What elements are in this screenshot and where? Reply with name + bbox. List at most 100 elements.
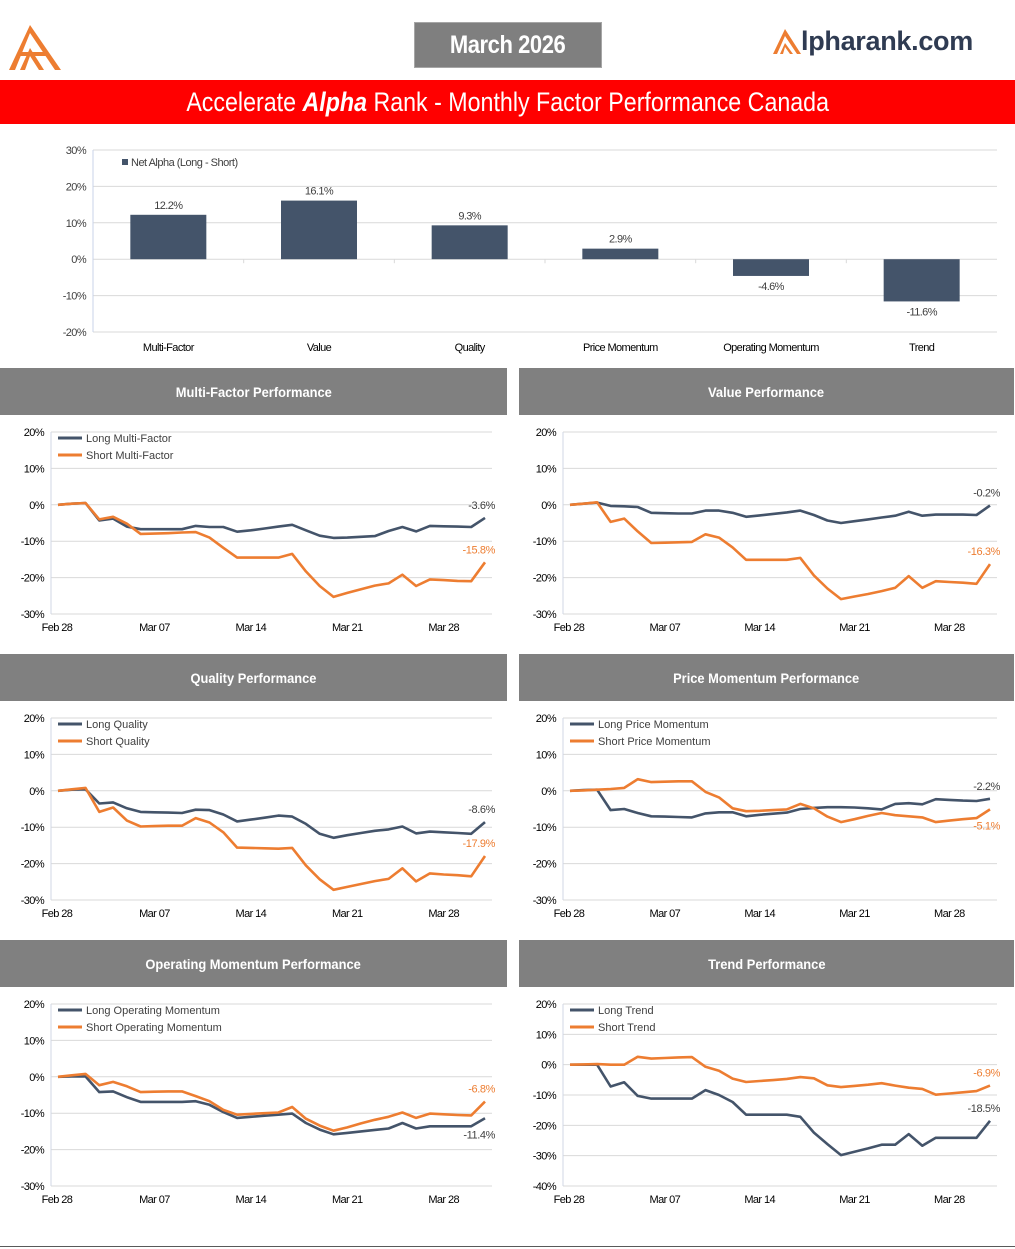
x-tick-label: Mar 28: [428, 908, 459, 920]
category-label: Price Momentum: [583, 342, 658, 354]
x-tick-label: Mar 21: [839, 908, 870, 920]
bar-data-label: 9.3%: [458, 210, 481, 222]
y-tick-label: -10%: [21, 1108, 45, 1120]
y-tick-label: -40%: [533, 1181, 557, 1193]
footer-divider: [0, 1246, 1015, 1247]
y-tick-label: -10%: [533, 1090, 557, 1102]
series-line-long: [569, 501, 991, 525]
title-part: Accelerate: [186, 86, 303, 117]
bar-trend: [883, 259, 960, 302]
y-tick-label: 20%: [24, 713, 45, 725]
y-tick-label: -30%: [21, 1181, 45, 1193]
brand-text: lpharank.com: [801, 25, 973, 56]
x-tick-label: Mar 07: [650, 622, 681, 634]
legend-label: Short Operating Momentum: [86, 1022, 222, 1034]
y-tick-label: -20%: [533, 573, 557, 585]
series-line-long: [57, 1075, 486, 1136]
panel-title: Price Momentum Performance: [673, 669, 860, 686]
y-tick-label: -30%: [533, 609, 557, 621]
category-label: Quality: [455, 342, 486, 354]
legend-label: Short Quality: [86, 736, 150, 748]
bar-data-label: 2.9%: [609, 234, 632, 246]
category-label: Operating Momentum: [723, 342, 819, 354]
y-tick-label: -10%: [63, 291, 87, 303]
y-tick-label: 10%: [24, 749, 45, 761]
series-line-long: [57, 788, 486, 840]
series-line-short: [569, 777, 991, 824]
legend-label: Short Trend: [598, 1022, 655, 1034]
y-tick-label: 0%: [29, 1072, 45, 1084]
x-tick-label: Mar 21: [332, 622, 363, 634]
x-tick-label: Mar 14: [744, 1194, 775, 1206]
x-tick-label: Mar 28: [934, 1194, 965, 1206]
x-tick-label: Mar 28: [428, 622, 459, 634]
end-value-label: -0.2%: [973, 488, 1000, 500]
y-tick-label: -30%: [21, 609, 45, 621]
y-tick-label: 20%: [24, 999, 45, 1011]
end-value-label: -5.1%: [973, 820, 1000, 832]
y-tick-label: 10%: [536, 463, 557, 475]
series-line-short: [569, 501, 992, 601]
x-tick-label: Mar 14: [744, 622, 775, 634]
panel-header: Price Momentum Performance: [519, 654, 1014, 701]
y-tick-label: 0%: [71, 254, 87, 266]
category-label: Multi-Factor: [143, 342, 195, 354]
net-alpha-bar-chart: 30% 20% 10% 0% -10% -20% 12.2% Multi-Factor 16.1…: [63, 145, 997, 354]
y-tick-label: 0%: [29, 786, 45, 798]
title-part: Rank - Monthly Factor Performance Canada: [366, 86, 829, 117]
legend-label: Long Trend: [598, 1005, 654, 1017]
y-tick-label: 10%: [536, 749, 557, 761]
x-tick-label: Mar 21: [332, 1194, 363, 1206]
x-tick-label: Mar 07: [139, 1194, 170, 1206]
x-tick-label: Mar 21: [839, 622, 870, 634]
series-line-short: [57, 786, 487, 892]
x-tick-label: Mar 14: [744, 908, 775, 920]
series-line-long: [57, 501, 486, 540]
bar-operating-momentum: [733, 259, 809, 276]
panel-title: Trend Performance: [707, 955, 826, 972]
y-tick-label: 20%: [536, 999, 557, 1011]
legend-label: Long Quality: [86, 719, 148, 731]
title-alpha: Alpha: [302, 86, 367, 117]
line-chart-multi-factor-performance: 20% 10% 0% -10% -20% -30%Feb 28 Mar 07 Mar 14 Ma…: [21, 427, 496, 634]
y-tick-label: -30%: [533, 1151, 557, 1163]
end-value-label: -16.3%: [968, 546, 1001, 558]
alpharank-logo-icon: [6, 22, 64, 72]
legend-label: Long Price Momentum: [598, 719, 709, 731]
legend-swatch: [122, 159, 128, 165]
y-tick-label: 20%: [536, 713, 557, 725]
y-tick-label: -20%: [533, 859, 557, 871]
brand-logo: lpharank.com: [772, 24, 973, 58]
line-chart-quality-performance: 20% 10% 0% -10% -20% -30%Feb 28 Mar 07 Mar 14 Ma…: [21, 713, 496, 920]
x-tick-label: Mar 14: [236, 908, 267, 920]
y-tick-label: -10%: [21, 536, 45, 548]
series-line-long: [570, 1063, 992, 1157]
y-tick-label: -20%: [21, 859, 45, 871]
x-tick-label: Mar 14: [236, 622, 267, 634]
line-chart-trend-performance: 20% 10% 0% -10% -20% -30% -40%Feb 28 Mar 07 Mar …: [533, 999, 1001, 1206]
end-value-label: -11.4%: [463, 1129, 495, 1141]
x-tick-label: Mar 07: [139, 908, 170, 920]
x-tick-label: Mar 14: [236, 1194, 267, 1206]
legend-label: Short Price Momentum: [598, 736, 710, 748]
x-tick-label: Feb 28: [42, 622, 73, 634]
bar-value: [281, 200, 357, 260]
legend-label: Long Operating Momentum: [86, 1005, 220, 1017]
y-tick-label: -10%: [533, 536, 557, 548]
y-tick-label: 0%: [29, 500, 45, 512]
panel-title: Operating Momentum Performance: [145, 955, 362, 972]
category-label: Value: [307, 342, 332, 354]
end-value-label: -8.6%: [468, 804, 495, 816]
y-tick-label: 20%: [24, 427, 45, 439]
line-chart-value-performance: 20% 10% 0% -10% -20% -30%Feb 28 Mar 07 Mar 14 Ma…: [533, 427, 1001, 634]
x-tick-label: Mar 28: [934, 908, 965, 920]
y-tick-label: 10%: [24, 1035, 45, 1047]
y-tick-label: 0%: [541, 786, 557, 798]
line-chart-operating-momentum-performance: 20% 10% 0% -10% -20% -30%Feb 28 Mar 07 Mar 14 Ma…: [21, 999, 496, 1206]
legend-label: Long Multi-Factor: [86, 433, 172, 445]
x-tick-label: Feb 28: [554, 908, 585, 920]
x-tick-label: Mar 28: [428, 1194, 459, 1206]
y-tick-label: 10%: [536, 1029, 557, 1041]
bar-quality: [431, 225, 508, 260]
y-tick-label: 20%: [66, 181, 87, 193]
